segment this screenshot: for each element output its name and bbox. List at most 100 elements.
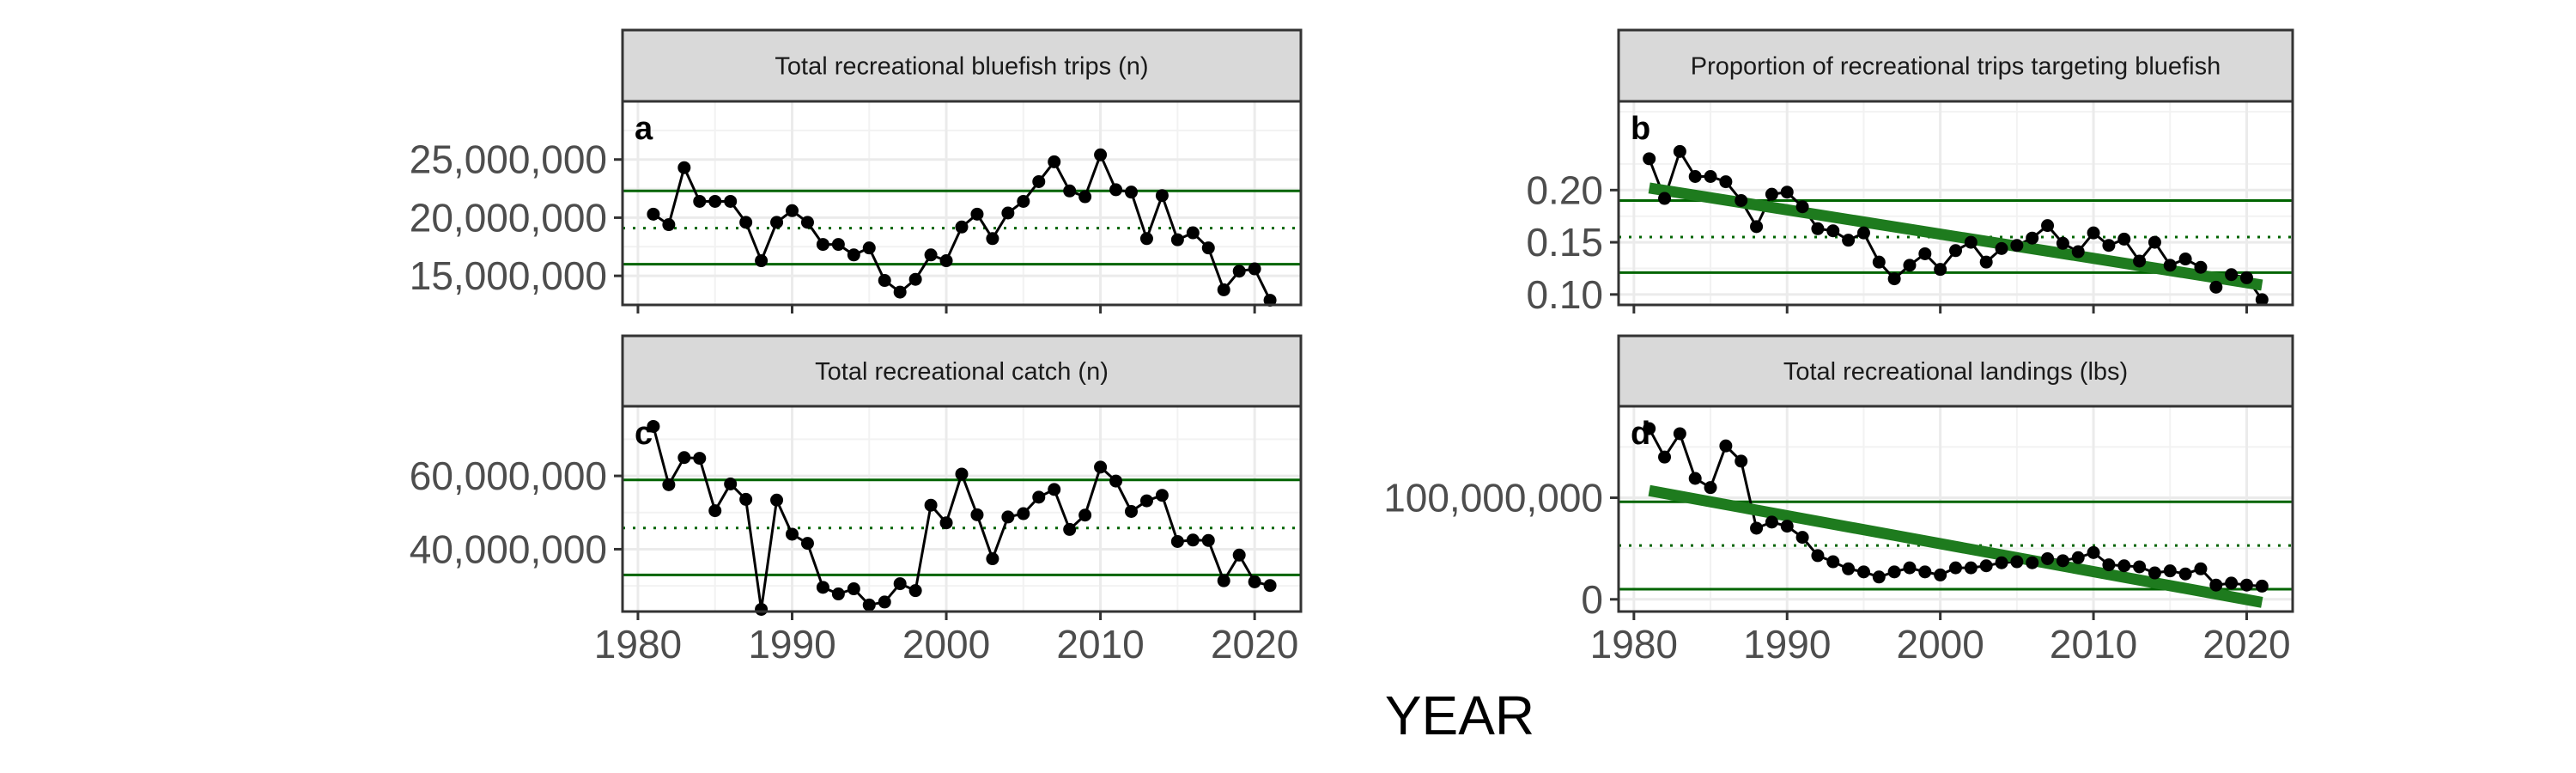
data-point bbox=[2087, 226, 2100, 240]
x-tick-label: 2000 bbox=[1896, 622, 1984, 666]
data-point bbox=[1995, 556, 2008, 569]
plot-area bbox=[623, 406, 1301, 612]
data-point bbox=[1949, 244, 1962, 258]
data-point bbox=[2163, 259, 2177, 272]
panel-border bbox=[1617, 405, 2294, 613]
data-point bbox=[2178, 253, 2192, 266]
data-point bbox=[1704, 481, 1717, 495]
panel-title: Total recreational bluefish trips (n) bbox=[775, 53, 1148, 81]
data-point bbox=[1903, 561, 1917, 575]
data-point bbox=[1673, 427, 1686, 441]
data-point bbox=[1918, 247, 1932, 260]
data-point bbox=[1856, 565, 1870, 579]
x-tick-label: 2020 bbox=[2202, 622, 2290, 666]
data-point bbox=[693, 452, 707, 466]
data-point bbox=[2255, 293, 2269, 307]
data-point bbox=[1750, 220, 1764, 234]
data-point bbox=[1125, 186, 1138, 199]
data-point bbox=[2026, 556, 2039, 569]
data-point bbox=[831, 587, 845, 601]
data-point bbox=[1643, 152, 1656, 166]
data-point bbox=[1658, 450, 1672, 464]
data-point bbox=[1658, 192, 1672, 205]
data-point bbox=[939, 254, 953, 268]
data-point bbox=[2239, 271, 2253, 284]
data-point bbox=[1887, 272, 1901, 286]
x-axis-label: YEAR bbox=[1385, 685, 1534, 746]
data-point bbox=[1964, 235, 1978, 249]
data-point bbox=[1094, 148, 1108, 161]
data-point bbox=[800, 537, 814, 551]
data-point bbox=[1139, 232, 1153, 246]
data-point bbox=[1001, 206, 1015, 220]
data-point bbox=[816, 238, 829, 252]
data-point bbox=[662, 218, 676, 232]
data-point bbox=[2148, 566, 2161, 580]
data-point bbox=[1078, 508, 1092, 522]
panel-strip bbox=[621, 334, 1303, 408]
data-point bbox=[986, 552, 999, 566]
data-point bbox=[1201, 241, 1215, 255]
data-point bbox=[647, 419, 660, 433]
data-point bbox=[1918, 565, 1932, 579]
data-point bbox=[1842, 234, 1856, 247]
data-point bbox=[1017, 194, 1030, 208]
data-point bbox=[1856, 226, 1870, 240]
data-point bbox=[2056, 554, 2069, 568]
data-point bbox=[1186, 533, 1200, 547]
data-point bbox=[2194, 260, 2208, 274]
data-point bbox=[1094, 460, 1108, 474]
data-point bbox=[1795, 531, 1809, 545]
panel-tag: b bbox=[1631, 111, 1650, 147]
data-point bbox=[2102, 558, 2116, 572]
data-point bbox=[1735, 193, 1748, 207]
trend-line bbox=[1648, 484, 2263, 608]
y-tick-label: 40,000,000 bbox=[410, 526, 607, 571]
data-point bbox=[1063, 184, 1077, 198]
data-point bbox=[662, 478, 676, 491]
y-tick-label: 25,000,000 bbox=[410, 137, 607, 182]
data-point bbox=[2117, 559, 2131, 573]
data-point bbox=[1170, 233, 1184, 247]
data-point bbox=[2239, 578, 2253, 592]
panel-tag: d bbox=[1631, 416, 1650, 452]
panel-border bbox=[1617, 100, 2294, 307]
data-point bbox=[878, 274, 891, 288]
data-point bbox=[1872, 570, 1886, 584]
data-point bbox=[1811, 549, 1825, 563]
data-point bbox=[1217, 574, 1230, 587]
data-point bbox=[1078, 190, 1092, 204]
data-point bbox=[1765, 187, 1778, 201]
x-tick-label: 1980 bbox=[594, 622, 682, 666]
data-point bbox=[1719, 439, 1733, 453]
data-point bbox=[724, 477, 738, 490]
data-point bbox=[786, 204, 799, 217]
data-point bbox=[1201, 533, 1215, 547]
data-point bbox=[2056, 236, 2069, 250]
data-point bbox=[847, 248, 860, 262]
data-point bbox=[739, 216, 753, 229]
data-point bbox=[939, 516, 953, 530]
data-point bbox=[2102, 239, 2116, 253]
data-point bbox=[2133, 254, 2147, 268]
data-point bbox=[986, 232, 999, 246]
data-point bbox=[2255, 579, 2269, 593]
data-point bbox=[2041, 551, 2055, 565]
data-point bbox=[955, 220, 969, 234]
data-point bbox=[1688, 472, 1702, 485]
data-point bbox=[2209, 578, 2223, 592]
y-tick-label: 60,000,000 bbox=[410, 453, 607, 498]
y-tick-label: 20,000,000 bbox=[410, 195, 607, 240]
panel-strip bbox=[1617, 28, 2294, 103]
data-point bbox=[2133, 560, 2147, 574]
panel-c: Total recreational catch (n) c 40,000,000 6… bbox=[410, 334, 1303, 666]
data-point bbox=[1232, 548, 1246, 562]
data-point bbox=[1750, 521, 1764, 535]
data-point bbox=[1872, 255, 1886, 269]
y-tick-label: 15,000,000 bbox=[410, 253, 607, 298]
data-point bbox=[1109, 183, 1123, 197]
data-point bbox=[1232, 265, 1246, 278]
data-point bbox=[2194, 562, 2208, 575]
data-point bbox=[755, 254, 769, 268]
